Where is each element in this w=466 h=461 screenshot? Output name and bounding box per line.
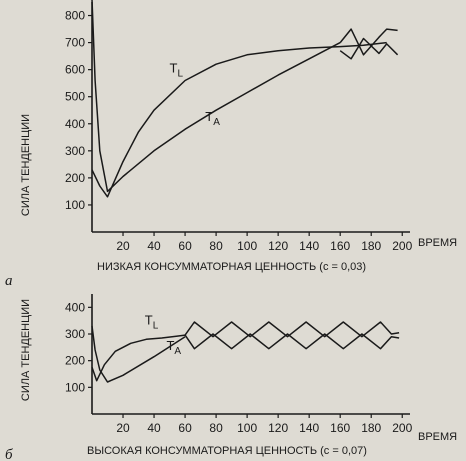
x-tick-label: 20: [116, 239, 130, 253]
x-tick-label: 80: [209, 239, 223, 253]
y-tick-label: 500: [65, 90, 85, 104]
series-ta-line: [91, 325, 186, 383]
series-tl-line: [91, 334, 186, 382]
y-tick-label: 200: [65, 354, 85, 368]
chart-a-caption: НИЗКАЯ КОНСУММАТОРНАЯ ЦЕННОСТЬ (c = 0,03…: [97, 261, 366, 273]
x-tick-label: 80: [209, 421, 223, 435]
x-tick-label: 180: [361, 421, 381, 435]
oscillation-lower-line: [339, 37, 399, 60]
chart-b-yticks: 100 200 300 400: [65, 300, 92, 394]
y-tick-label: 700: [65, 36, 85, 50]
y-tick-label: 400: [65, 300, 85, 314]
x-tick-label: 140: [299, 421, 319, 435]
x-tick-label: 100: [237, 239, 257, 253]
x-tick-label: 120: [268, 421, 288, 435]
x-tick-label: 100: [237, 421, 257, 435]
y-tick-label: 200: [65, 171, 85, 185]
x-tick-label: 60: [178, 421, 192, 435]
y-tick-label: 400: [65, 117, 85, 131]
y-tick-label: 100: [65, 380, 85, 394]
chart-b-ylabel: СИЛА ТЕНДЕНЦИИ: [20, 299, 32, 401]
curve-label-l: TL: [170, 60, 184, 79]
chart-b-xticks: 20 40 60 80 100 120 140 160 180 200: [116, 414, 413, 435]
x-tick-label: 140: [299, 239, 319, 253]
chart-b-panel-label: б: [5, 447, 13, 461]
curve-label-a: TA: [205, 109, 220, 128]
y-tick-label: 100: [65, 198, 85, 212]
oscillation-upper-line: [184, 321, 400, 338]
chart-a-plot: TL TA: [91, 0, 399, 198]
y-tick-label: 600: [65, 63, 85, 77]
x-tick-label: 20: [116, 421, 130, 435]
x-tick-label: 40: [147, 239, 161, 253]
y-tick-label: 300: [65, 144, 85, 158]
x-tick-label: 60: [178, 239, 192, 253]
series-tl-line: [91, 41, 387, 198]
oscillation-lower-line: [184, 333, 400, 350]
x-tick-label: 40: [147, 421, 161, 435]
chart-a-xticks: 20 40 60 80 100 120 140 160 180 200: [116, 232, 413, 253]
chart-a-panel-label: а: [5, 273, 13, 289]
curve-label-l: TL: [145, 313, 159, 332]
x-tick-label: 180: [361, 239, 381, 253]
chart-a-xlabel: ВРЕМЯ: [418, 237, 457, 249]
x-tick-label: 160: [330, 421, 350, 435]
chart-a-ylabel: СИЛА ТЕНДЕНЦИИ: [20, 114, 32, 216]
chart-b-caption: ВЫСОКАЯ КОНСУММАТОРНАЯ ЦЕННОСТЬ (c = 0,0…: [87, 445, 367, 457]
x-tick-label: 200: [392, 239, 412, 253]
y-tick-label: 800: [65, 9, 85, 23]
series-ta-line: [91, 0, 341, 193]
chart-a: СИЛА ТЕНДЕНЦИИ 100200300400500600700800 …: [5, 0, 457, 289]
y-tick-label: 300: [65, 327, 85, 341]
chart-a-yticks: 100 200 300 400 500 600 700 800: [65, 9, 92, 212]
x-tick-label: 200: [392, 421, 412, 435]
chart-b-xlabel: ВРЕМЯ: [418, 431, 457, 443]
x-tick-label: 120: [268, 239, 288, 253]
oscillation-upper-line: [339, 28, 398, 56]
x-tick-label: 160: [330, 239, 350, 253]
